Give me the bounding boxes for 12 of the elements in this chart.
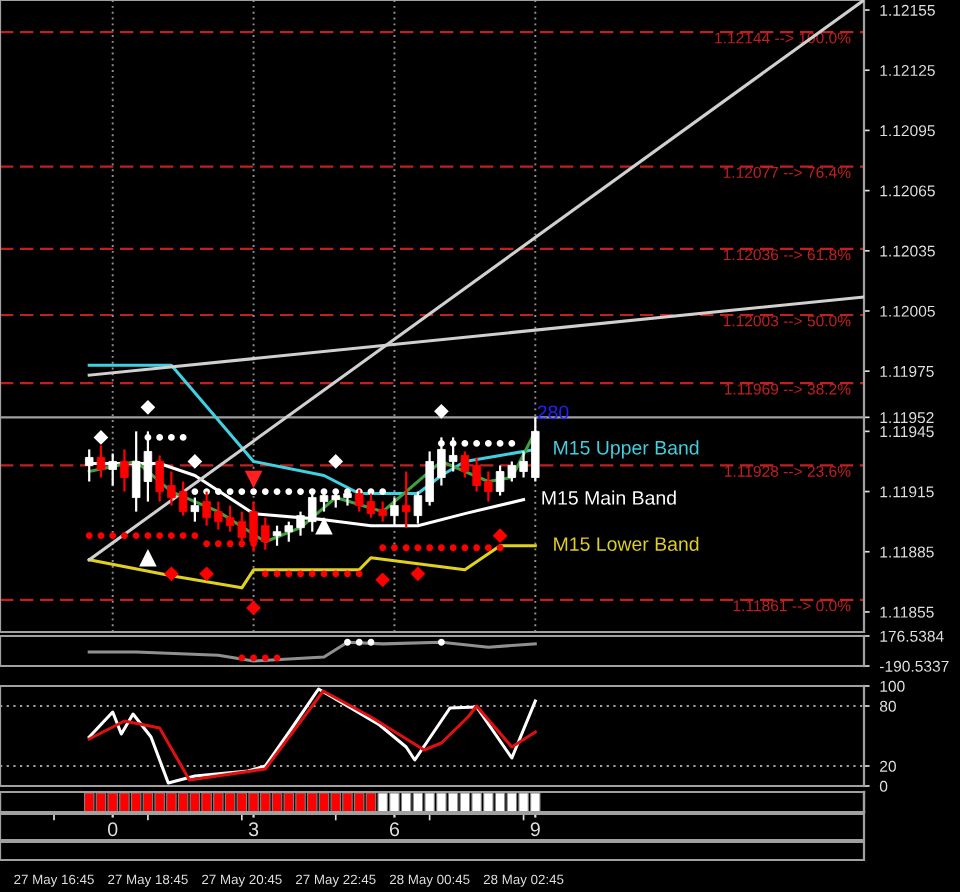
candlestick (120, 448, 129, 493)
annotation: 280 (537, 405, 569, 420)
candlestick (190, 496, 200, 523)
series-label: M15 Upper Band (554, 440, 699, 459)
x2-tick-label: 9 (530, 822, 540, 837)
x2-tick-label: 6 (389, 822, 400, 837)
x2-tick-label: 3 (248, 822, 259, 837)
x2-tick-label: 0 (107, 822, 118, 837)
candlestick (96, 444, 106, 479)
series-label: M15 Lower Band (554, 536, 699, 551)
candlestick (401, 470, 411, 529)
series-label: M15 Main Band (542, 490, 676, 505)
